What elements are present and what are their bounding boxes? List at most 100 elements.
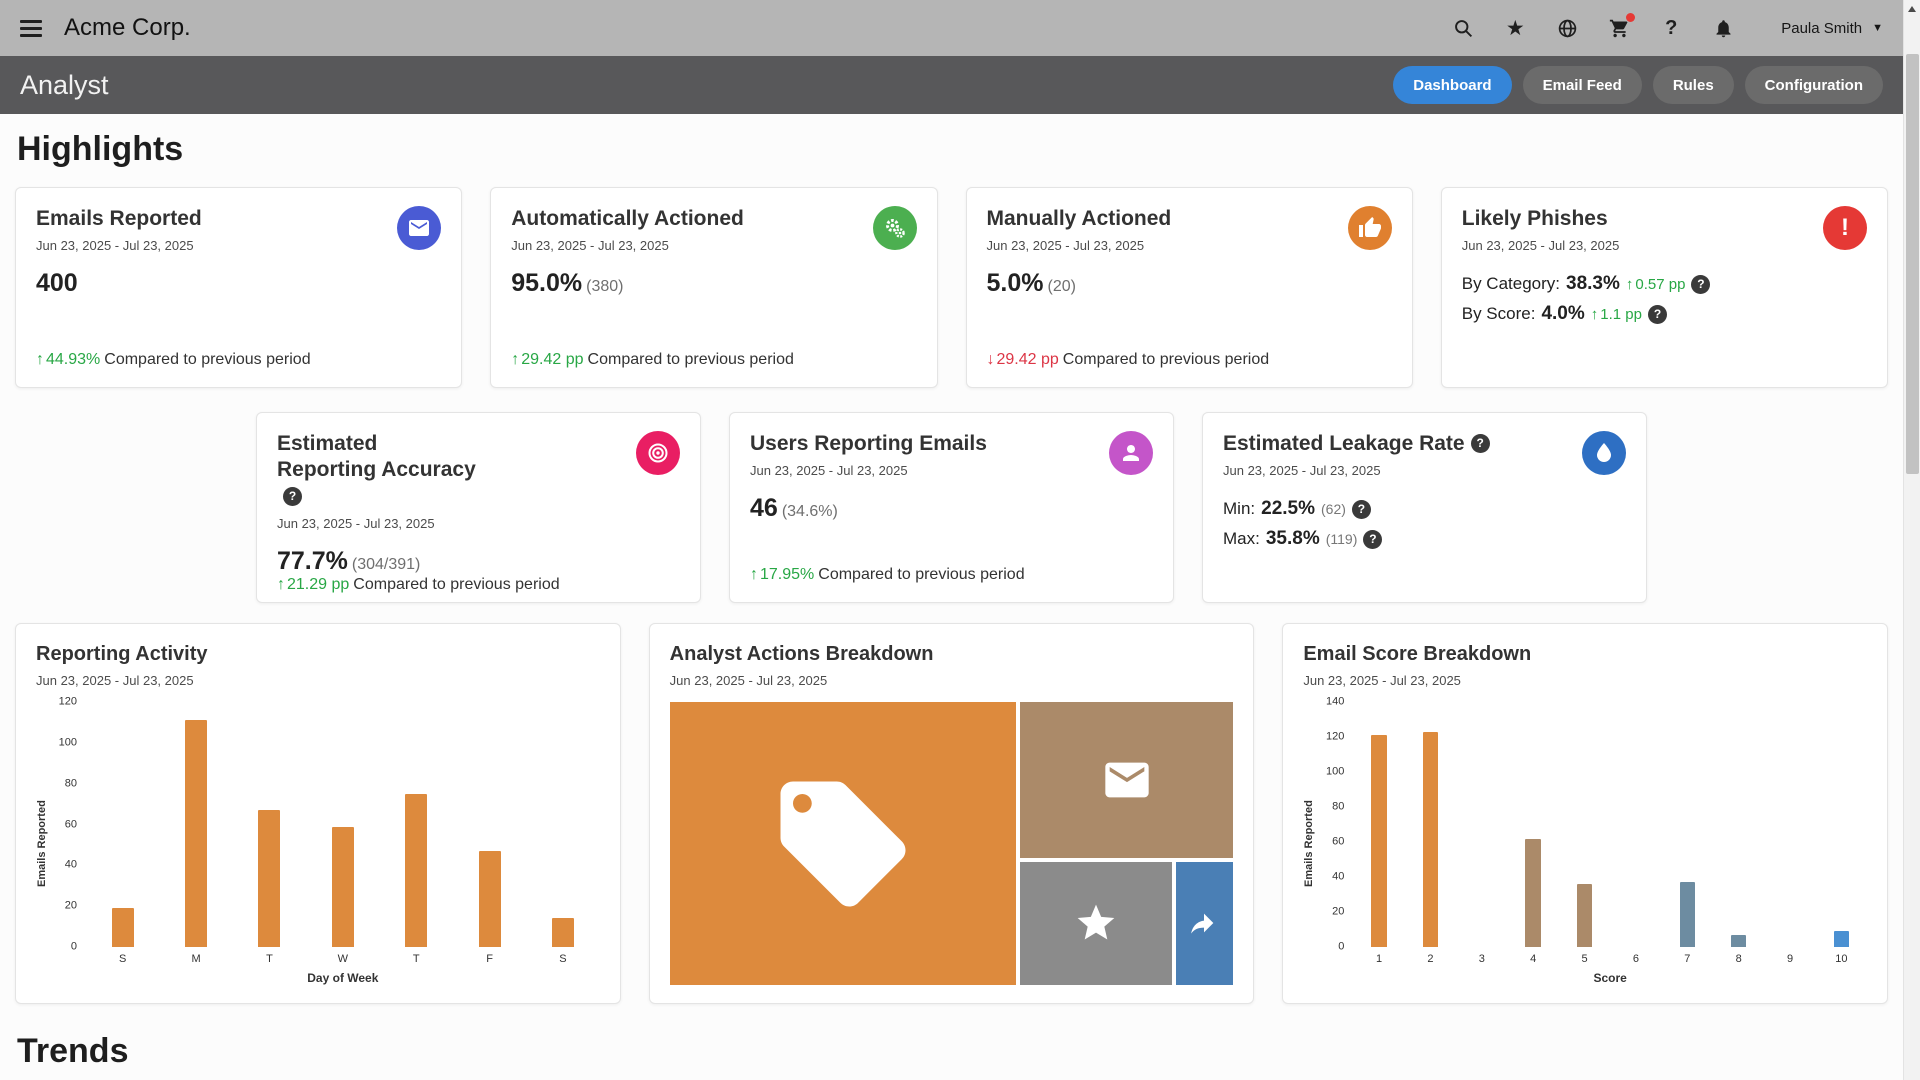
- hamburger-menu-icon[interactable]: [20, 19, 42, 37]
- phish-rows: By Category: 38.3% ↑ 0.57 pp ? By Score: …: [1462, 265, 1867, 325]
- treemap-tile-star[interactable]: [1020, 861, 1172, 985]
- y-axis-ticks: 0 20 40 60 80 100 120: [58, 695, 77, 953]
- topbar-actions: ★ ? Paula Smith ▼: [1451, 13, 1883, 40]
- card-estimated-reporting-accuracy: Estimated Reporting Accuracy? Jun 23, 20…: [256, 412, 701, 603]
- nav-rules-button[interactable]: Rules: [1652, 66, 1734, 104]
- card-delta: ↓ 29.42 pp Compared to previous period: [986, 351, 1270, 368]
- card-date-range: Jun 23, 2025 - Jul 23, 2025: [277, 515, 435, 531]
- card-emails-reported: Emails Reported Jun 23, 2025 - Jul 23, 2…: [15, 187, 463, 388]
- star-icon: [1077, 904, 1115, 940]
- y-axis-label: Emails Reported: [36, 800, 48, 887]
- bar: [1525, 838, 1541, 947]
- chevron-down-icon: ▼: [1872, 22, 1883, 34]
- help-icon[interactable]: ?: [1647, 304, 1667, 324]
- up-arrow-icon: ↑: [511, 351, 520, 368]
- treemap-tile-tag[interactable]: [669, 702, 1017, 985]
- exclamation-icon: !: [1823, 206, 1867, 250]
- email-score-bar-chart: Emails Reported 0 20 40 60 80 100 120 140 1 2 3 4 5 6 7…: [1303, 695, 1867, 985]
- card-date-range: Jun 23, 2025 - Jul 23, 2025: [1223, 463, 1381, 479]
- up-arrow-icon: ↑: [750, 566, 758, 583]
- card-value: 77.7% (304/391): [277, 546, 421, 575]
- globe-icon[interactable]: [1555, 16, 1579, 40]
- card-date-range: Jun 23, 2025 - Jul 23, 2025: [986, 238, 1145, 254]
- help-icon[interactable]: ?: [1351, 499, 1371, 519]
- cart-notification-dot: [1626, 13, 1636, 22]
- bar: [1422, 731, 1439, 947]
- target-icon: [636, 431, 680, 475]
- bar: [185, 720, 208, 947]
- scrollbar-thumb[interactable]: [1906, 54, 1919, 474]
- up-arrow-icon: ↑: [36, 351, 44, 368]
- help-icon[interactable]: ?: [1665, 16, 1678, 39]
- card-title: Emails Reported: [36, 207, 202, 230]
- cart-icon[interactable]: [1607, 13, 1636, 40]
- charts-row: Reporting Activity Jun 23, 2025 - Jul 23…: [15, 623, 1889, 1004]
- plot-area: [1353, 702, 1867, 947]
- help-icon[interactable]: ?: [1470, 434, 1490, 453]
- by-score-row: By Score: 4.0% ↑ 1.1 pp ?: [1462, 303, 1867, 325]
- scroll-up-button[interactable]: [1904, 0, 1920, 18]
- leakage-rows: Min: 22.5% (62) ? Max: 35.8% (119) ?: [1223, 490, 1626, 550]
- card-likely-phishes: Likely Phishes Jun 23, 2025 - Jul 23, 20…: [1440, 187, 1888, 388]
- star-icon[interactable]: ★: [1505, 16, 1525, 40]
- card-estimated-leakage-rate: Estimated Leakage Rate? Jun 23, 2025 - J…: [1202, 412, 1647, 603]
- card-title: Users Reporting Emails: [750, 432, 987, 455]
- card-date-range: Jun 23, 2025 - Jul 23, 2025: [750, 463, 908, 479]
- page-title: Analyst: [20, 69, 109, 100]
- bar: [478, 851, 501, 947]
- treemap-tile-envelope[interactable]: [1020, 702, 1234, 858]
- chart-date-range: Jun 23, 2025 - Jul 23, 2025: [36, 673, 194, 688]
- max-row: Max: 35.8% (119) ?: [1223, 528, 1626, 550]
- card-users-reporting-emails: Users Reporting Emails Jun 23, 2025 - Ju…: [729, 412, 1174, 603]
- nav-configuration-button[interactable]: Configuration: [1744, 66, 1883, 104]
- card-title: Manually Actioned: [986, 207, 1172, 230]
- chart-title: Analyst Actions Breakdown: [669, 643, 934, 665]
- trends-heading: Trends: [17, 1032, 129, 1070]
- scrollbar[interactable]: [1903, 0, 1920, 1080]
- card-manually-actioned: Manually Actioned Jun 23, 2025 - Jul 23,…: [965, 187, 1413, 388]
- help-icon[interactable]: ?: [1363, 529, 1383, 549]
- y-axis-label: Emails Reported: [1303, 800, 1316, 887]
- nav-dashboard-button[interactable]: Dashboard: [1393, 66, 1512, 104]
- gears-icon: [872, 206, 917, 250]
- card-delta: ↑ 21.29 pp Compared to previous period: [277, 575, 560, 593]
- person-icon: [1109, 431, 1153, 475]
- chart-date-range: Jun 23, 2025 - Jul 23, 2025: [669, 673, 828, 688]
- bar: [258, 810, 281, 947]
- y-axis-ticks: 0 20 40 60 80 100 120 140: [1325, 695, 1345, 953]
- tag-icon: [780, 781, 906, 906]
- user-menu[interactable]: Paula Smith ▼: [1781, 20, 1883, 37]
- bar: [1730, 934, 1747, 947]
- help-icon[interactable]: ?: [283, 486, 302, 506]
- search-icon[interactable]: [1451, 16, 1475, 40]
- card-automatically-actioned: Automatically Actioned Jun 23, 2025 - Ju…: [490, 187, 938, 388]
- card-title: Automatically Actioned: [511, 207, 744, 230]
- up-arrow-icon: ↑: [277, 575, 285, 593]
- chart-date-range: Jun 23, 2025 - Jul 23, 2025: [1303, 673, 1461, 688]
- main-content: Highlights Emails Reported Jun 23, 2025 …: [0, 130, 1903, 1071]
- card-reporting-activity: Reporting Activity Jun 23, 2025 - Jul 23…: [15, 623, 621, 1004]
- card-value: 5.0% (20): [986, 269, 1076, 298]
- card-email-score-breakdown: Email Score Breakdown Jun 23, 2025 - Jul…: [1282, 623, 1889, 1004]
- bar: [331, 826, 354, 947]
- chart-title: Reporting Activity: [36, 643, 208, 665]
- up-arrow-icon: ↑: [1625, 275, 1634, 293]
- x-axis-ticks: 1 2 3 4 5 6 7 8 9 10: [1375, 953, 1848, 965]
- share-icon: [1191, 913, 1214, 934]
- nav-email-feed-button[interactable]: Email Feed: [1522, 66, 1642, 104]
- card-delta: ↑ 17.95% Compared to previous period: [750, 566, 1025, 583]
- min-row: Min: 22.5% (62) ?: [1223, 498, 1626, 520]
- down-arrow-icon: ↓: [986, 351, 995, 368]
- card-delta: ↑ 44.93% Compared to previous period: [36, 351, 311, 368]
- bell-icon[interactable]: [1711, 16, 1735, 40]
- help-icon[interactable]: ?: [1691, 274, 1711, 294]
- bar: [405, 793, 428, 947]
- plot-area: [86, 702, 600, 947]
- sub-header: Analyst Dashboard Email Feed Rules Confi…: [0, 56, 1903, 114]
- treemap-tile-share[interactable]: [1175, 861, 1234, 985]
- scroll-up-arrow-icon: [1908, 6, 1916, 12]
- highlight-cards-row-2: Estimated Reporting Accuracy? Jun 23, 20…: [15, 412, 1888, 603]
- highlights-heading: Highlights: [17, 130, 184, 168]
